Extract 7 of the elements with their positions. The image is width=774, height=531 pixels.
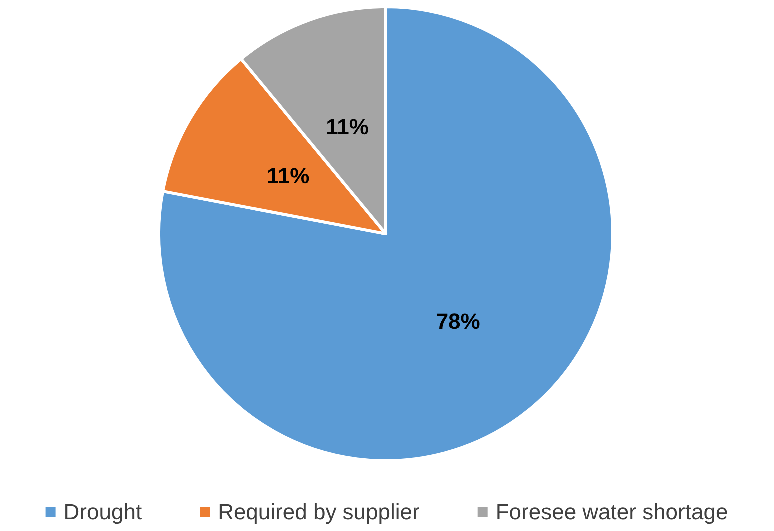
legend-label: Required by supplier bbox=[218, 500, 420, 524]
pie-slice bbox=[158, 6, 614, 462]
data-label: 78% bbox=[436, 308, 480, 334]
data-label: 11% bbox=[326, 114, 369, 140]
legend-label: Foresee water shortage bbox=[496, 500, 728, 524]
legend-label: Drought bbox=[64, 500, 142, 524]
data-label: 11% bbox=[266, 164, 310, 189]
